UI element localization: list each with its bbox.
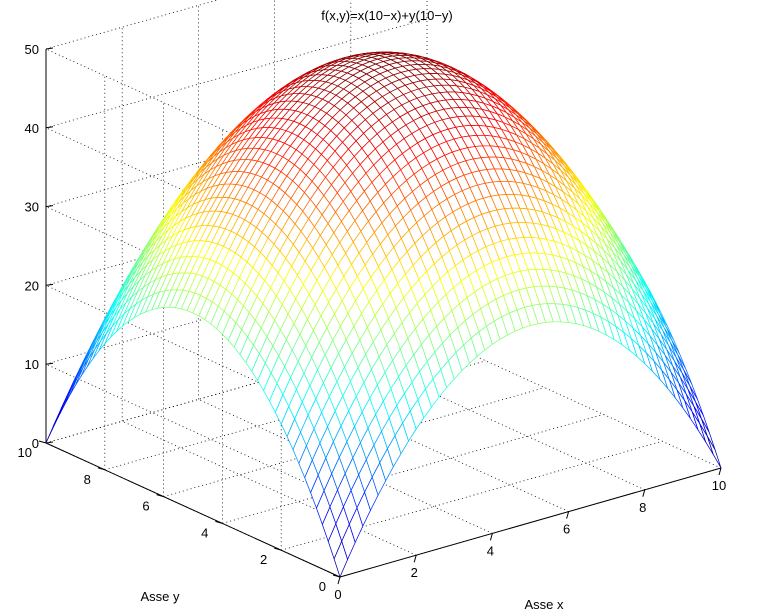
y-tick-label: 6 <box>142 499 149 514</box>
mesh-layer <box>45 51 722 578</box>
x-tick-label: 4 <box>487 543 494 558</box>
z-axis-tick <box>45 126 54 129</box>
y-tick-label: 0 <box>319 579 326 594</box>
y-tick-label: 4 <box>201 525 208 540</box>
x-tick-label: 10 <box>712 478 726 493</box>
y-axis-tick <box>97 467 105 471</box>
y-tick-label: 10 <box>18 445 32 460</box>
x-axis-line <box>339 467 722 578</box>
y-axis-tick <box>215 520 223 524</box>
z-axis-tick <box>45 47 54 50</box>
x-axis-tick <box>566 511 570 519</box>
axes-layer <box>38 47 722 585</box>
surface-cell <box>707 436 722 469</box>
y-axis-line <box>45 442 341 578</box>
z-tick-label: 30 <box>25 200 39 215</box>
x-axis-tick <box>337 576 341 585</box>
z-tick-label: 10 <box>25 357 39 372</box>
y-axis-tick <box>332 574 341 578</box>
z-tick-label: 20 <box>25 278 39 293</box>
x-axis-tick <box>718 467 722 476</box>
y-axis-tick <box>274 547 282 551</box>
z-axis-tick <box>45 441 54 444</box>
x-axis-title: Asse x <box>524 597 564 612</box>
chart-title: f(x,y)=x(10−x)+y(10−y) <box>321 8 453 23</box>
y-axis-title: Asse y <box>140 589 180 604</box>
x-axis-tick <box>642 489 646 497</box>
y-tick-label: 2 <box>260 552 267 567</box>
x-axis-tick <box>489 533 493 541</box>
z-tick-label: 0 <box>32 436 39 451</box>
y-tick-label: 8 <box>84 472 91 487</box>
y-axis-tick <box>156 494 164 498</box>
z-axis-tick <box>45 205 54 208</box>
z-axis-tick <box>45 362 54 365</box>
x-tick-label: 2 <box>411 565 418 580</box>
z-axis-tick <box>45 283 54 286</box>
z-tick-label: 40 <box>25 121 39 136</box>
x-tick-label: 6 <box>563 522 570 537</box>
y-axis-tick <box>38 440 47 444</box>
x-tick-label: 8 <box>639 500 646 515</box>
z-tick-label: 50 <box>25 42 39 57</box>
x-tick-label: 0 <box>334 587 341 602</box>
x-axis-tick <box>413 555 417 563</box>
